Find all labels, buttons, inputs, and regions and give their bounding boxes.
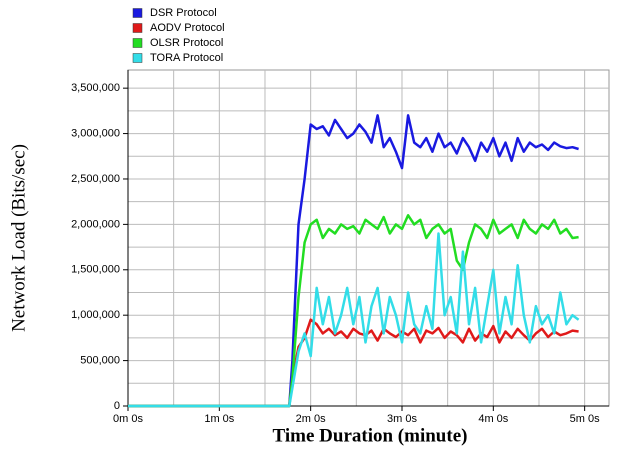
y-tick-label: 2,500,000 [71,173,120,185]
x-tick-label: 1m 0s [204,413,234,425]
y-axis-label: Network Load (Bits/sec) [8,144,29,332]
y-tick-label: 500,000 [80,355,120,367]
legend-swatch [132,8,143,18]
x-tick-label: 4m 0s [478,413,508,425]
plot-area [127,69,610,407]
x-tick-label: 0m 0s [113,413,143,425]
x-tick-label: 3m 0s [387,413,417,425]
legend-label: DSR Protocol [150,7,217,19]
legend-swatch [132,53,143,63]
y-tick-label: 0 [114,400,120,412]
legend-label: TORA Protocol [150,52,223,64]
legend-label: OLSR Protocol [150,37,223,49]
x-tick-label: 2m 0s [296,413,326,425]
x-axis-label: Time Duration (minute) [273,425,468,446]
y-tick-label: 3,500,000 [71,82,120,94]
y-tick-label: 1,500,000 [71,264,120,276]
x-tick-label: 5m 0s [570,413,600,425]
series-line [128,214,579,408]
legend-swatch [132,38,143,48]
y-tick-label: 2,000,000 [71,218,120,230]
series-line [128,114,579,408]
legend-label: AODV Protocol [150,22,225,34]
legend-swatch [132,23,143,33]
y-tick-label: 3,000,000 [71,127,120,139]
y-tick-label: 1,000,000 [71,309,120,321]
series-line [128,232,580,408]
